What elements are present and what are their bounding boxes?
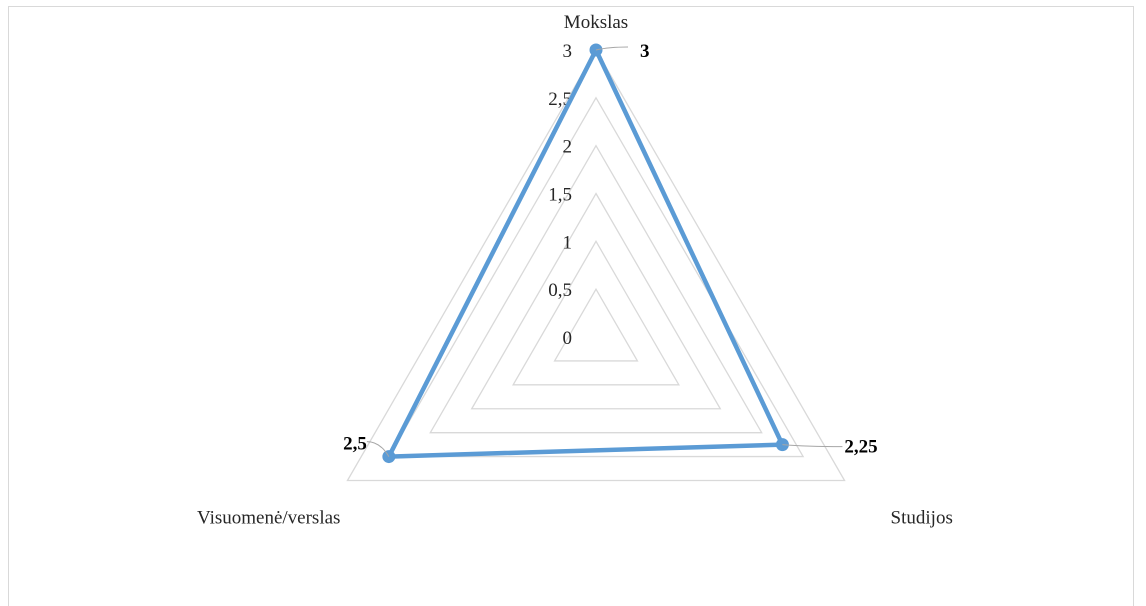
grid-ring [553, 287, 639, 362]
radial-tick-label: 1,5 [548, 185, 572, 206]
radial-tick-label: 1 [563, 232, 573, 253]
data-label-leader [595, 46, 629, 51]
data-label: 2,25 [844, 437, 877, 458]
category-label: Mokslas [564, 12, 628, 33]
series-line [386, 47, 785, 459]
radar-grid [346, 48, 846, 482]
grid-ring [346, 48, 846, 482]
data-label: 3 [640, 41, 650, 62]
data-label: 2,5 [343, 434, 367, 455]
category-label: Visuomenė/verslas [197, 508, 340, 529]
category-label: Studijos [891, 508, 953, 529]
grid-ring [470, 192, 722, 410]
radial-axis-ticks: 00,511,522,53 [548, 41, 572, 349]
data-label-leader [366, 441, 390, 457]
labels: Mokslas Studijos Visuomenė/verslas 3 2,25 2,5 [197, 12, 953, 529]
data-label-leader [782, 444, 843, 448]
grid-ring [512, 240, 680, 386]
grid-ring [387, 96, 805, 458]
grid-ring [429, 144, 763, 434]
radial-tick-label: 0,5 [548, 280, 572, 301]
data-label-leaders [366, 46, 843, 457]
data-series [382, 43, 789, 464]
radial-tick-label: 2 [563, 137, 573, 158]
radial-tick-label: 0 [563, 328, 573, 349]
radial-tick-label: 3 [563, 41, 573, 62]
chart-area [8, 6, 1134, 606]
